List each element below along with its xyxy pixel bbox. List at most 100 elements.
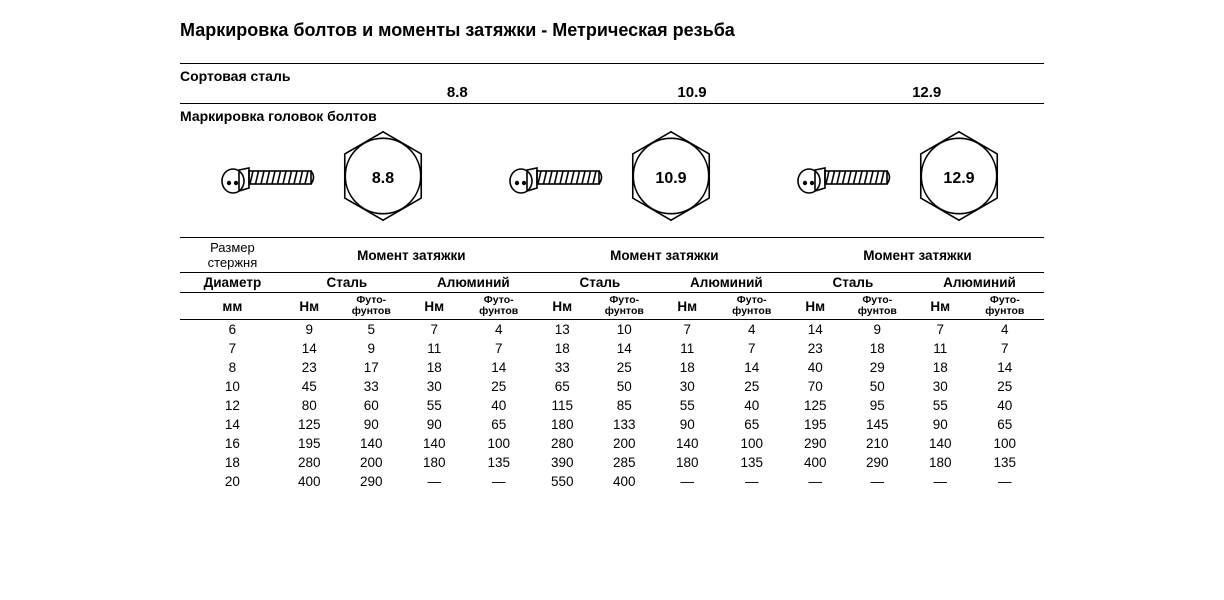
th-steel: Сталь — [538, 273, 662, 293]
cell-value: 14 — [791, 320, 840, 340]
table-row: 16 195140140100280200140100290210140100 — [180, 434, 1044, 453]
cell-value: — — [791, 472, 840, 491]
cell-value: 55 — [662, 396, 713, 415]
cell-value: 9 — [285, 320, 334, 340]
cell-value: 140 — [915, 434, 966, 453]
cell-diameter: 8 — [180, 358, 285, 377]
cell-value: 115 — [538, 396, 587, 415]
bolt-icon — [795, 157, 895, 201]
cell-value: 280 — [285, 453, 334, 472]
cell-value: 95 — [840, 396, 915, 415]
cell-value: 65 — [538, 377, 587, 396]
cell-value: 40 — [713, 396, 791, 415]
bolt-illustration-row: 8.8 10.9 — [180, 126, 1044, 237]
cell-value: 180 — [662, 453, 713, 472]
table-row: 20 400290——550400—————— — [180, 472, 1044, 491]
cell-value: 18 — [409, 358, 460, 377]
cell-value: 7 — [409, 320, 460, 340]
th-ftlb: Футо-фунтов — [460, 293, 538, 320]
cell-value: 7 — [713, 339, 791, 358]
th-torque-2: Момент затяжки — [791, 238, 1044, 273]
cell-value: 90 — [409, 415, 460, 434]
cell-value: 7 — [460, 339, 538, 358]
cell-value: 180 — [409, 453, 460, 472]
steel-grades-row: 8.8 10.9 12.9 — [180, 84, 1044, 104]
cell-value: 50 — [840, 377, 915, 396]
cell-value: 14 — [285, 339, 334, 358]
head-marking-label: Маркировка головок болтов — [180, 104, 1044, 126]
th-nm: Нм — [662, 293, 713, 320]
cell-value: 33 — [334, 377, 409, 396]
grade-illustration: 10.9 — [468, 130, 756, 227]
th-ftlb: Футо-фунтов — [840, 293, 915, 320]
cell-value: 14 — [587, 339, 662, 358]
cell-value: 50 — [587, 377, 662, 396]
th-mm: мм — [180, 293, 285, 320]
cell-value: 180 — [538, 415, 587, 434]
grade-illustration: 8.8 — [180, 130, 468, 227]
cell-diameter: 16 — [180, 434, 285, 453]
cell-value: 90 — [915, 415, 966, 434]
cell-value: 25 — [460, 377, 538, 396]
table-row: 7 14911718141172318117 — [180, 339, 1044, 358]
cell-value: 33 — [538, 358, 587, 377]
cell-value: 290 — [791, 434, 840, 453]
th-nm: Нм — [409, 293, 460, 320]
th-alum: Алюминий — [915, 273, 1044, 293]
cell-value: 85 — [587, 396, 662, 415]
cell-value: 14 — [966, 358, 1044, 377]
table-row: 6 957413107414974 — [180, 320, 1044, 340]
th-ftlb: Футо-фунтов — [713, 293, 791, 320]
cell-value: 7 — [915, 320, 966, 340]
th-torque-1: Момент затяжки — [538, 238, 791, 273]
cell-value: 11 — [662, 339, 713, 358]
hex-head-label: 12.9 — [913, 130, 1005, 227]
steel-grade-header: Сортовая сталь — [180, 63, 1044, 84]
cell-value: 80 — [285, 396, 334, 415]
cell-value: 65 — [460, 415, 538, 434]
th-nm: Нм — [285, 293, 334, 320]
hex-head-icon: 10.9 — [625, 130, 717, 227]
cell-value: 25 — [713, 377, 791, 396]
cell-value: 30 — [662, 377, 713, 396]
unit-ftlb: Футо-фунтов — [591, 295, 658, 317]
table-row: 18 280200180135390285180135400290180135 — [180, 453, 1044, 472]
cell-value: 65 — [966, 415, 1044, 434]
cell-value: 4 — [713, 320, 791, 340]
grade-2: 12.9 — [809, 84, 1044, 101]
hex-head-icon: 8.8 — [337, 130, 429, 227]
cell-value: 18 — [915, 358, 966, 377]
cell-value: 25 — [966, 377, 1044, 396]
cell-value: 4 — [460, 320, 538, 340]
cell-value: 4 — [966, 320, 1044, 340]
cell-value: 18 — [840, 339, 915, 358]
cell-value: 7 — [966, 339, 1044, 358]
cell-value: 135 — [713, 453, 791, 472]
cell-value: 200 — [334, 453, 409, 472]
th-nm: Нм — [538, 293, 587, 320]
cell-value: 90 — [662, 415, 713, 434]
cell-value: 11 — [915, 339, 966, 358]
cell-value: — — [966, 472, 1044, 491]
cell-diameter: 12 — [180, 396, 285, 415]
cell-value: 30 — [915, 377, 966, 396]
cell-value: 14 — [713, 358, 791, 377]
cell-value: 90 — [334, 415, 409, 434]
cell-value: 45 — [285, 377, 334, 396]
cell-diameter: 6 — [180, 320, 285, 340]
cell-value: 145 — [840, 415, 915, 434]
th-alum: Алюминий — [662, 273, 791, 293]
cell-value: 40 — [791, 358, 840, 377]
th-ftlb: Футо-фунтов — [966, 293, 1044, 320]
unit-ftlb: Футо-фунтов — [844, 295, 911, 317]
cell-value: 7 — [662, 320, 713, 340]
th-nm: Нм — [791, 293, 840, 320]
cell-value: — — [460, 472, 538, 491]
cell-value: 100 — [460, 434, 538, 453]
cell-value: 140 — [334, 434, 409, 453]
cell-value: 400 — [791, 453, 840, 472]
table-row: 12 80605540115855540125955540 — [180, 396, 1044, 415]
cell-value: 200 — [587, 434, 662, 453]
cell-value: 40 — [460, 396, 538, 415]
cell-value: 125 — [285, 415, 334, 434]
